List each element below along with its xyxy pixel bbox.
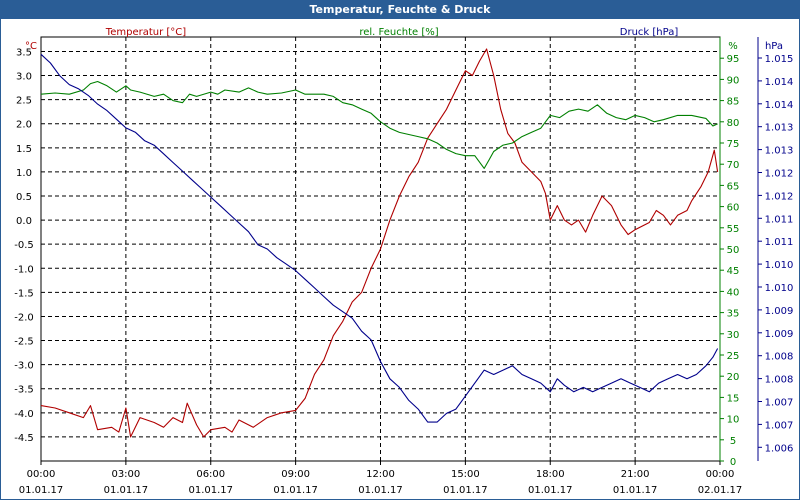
humidity-tick-label: 55 xyxy=(727,224,740,235)
x-tick-date: 01.01.17 xyxy=(19,485,64,496)
humidity-tick-label: 70 xyxy=(727,160,740,171)
humidity-axis-unit: % xyxy=(728,41,738,52)
pressure-tick-label: 1.013 xyxy=(765,123,794,134)
pressure-tick-label: 1.008 xyxy=(765,352,794,363)
temp-tick-label: -2.0 xyxy=(14,312,34,323)
pressure-tick-label: 1.012 xyxy=(765,191,794,202)
temp-tick-label: 2.0 xyxy=(16,120,32,131)
pressure-tick-label: 1.014 xyxy=(765,100,794,111)
temp-tick-label: 0.0 xyxy=(16,216,32,227)
x-tick-date: 01.01.17 xyxy=(104,485,149,496)
humidity-tick-label: 95 xyxy=(727,54,740,65)
pressure-line xyxy=(40,53,719,423)
temp-tick-label: -3.5 xyxy=(14,385,34,396)
humidity-tick-label: 50 xyxy=(727,245,740,256)
humidity-tick-label: 10 xyxy=(727,415,740,426)
x-tick-time: 00:00 xyxy=(27,469,56,480)
x-tick-time: 15:00 xyxy=(451,469,480,480)
x-tick-time: 09:00 xyxy=(281,469,310,480)
temperature-line xyxy=(40,48,719,438)
humidity-tick-label: 35 xyxy=(727,309,740,320)
temp-tick-label: -1.0 xyxy=(14,264,34,275)
x-tick-time: 00:00 xyxy=(706,469,735,480)
temp-tick-label: -0.5 xyxy=(14,240,34,251)
pressure-tick-label: 1.007 xyxy=(765,398,794,409)
humidity-tick-label: 25 xyxy=(727,351,740,362)
humidity-tick-label: 65 xyxy=(727,181,740,192)
temp-tick-label: 1.0 xyxy=(16,168,32,179)
temp-tick-label: 3.5 xyxy=(16,47,32,58)
temp-tick-label: -1.5 xyxy=(14,288,34,299)
temp-tick-label: 0.5 xyxy=(16,192,32,203)
humidity-tick-label: 85 xyxy=(727,97,740,108)
temp-tick-label: -2.5 xyxy=(14,337,34,348)
temp-tick-label: -3.0 xyxy=(14,361,34,372)
humidity-tick-label: 0 xyxy=(730,457,736,468)
pressure-tick-label: 1.012 xyxy=(765,169,794,180)
temp-axis-unit: °C xyxy=(25,41,37,52)
pressure-tick-label: 1.006 xyxy=(765,443,794,454)
humidity-tick-label: 45 xyxy=(727,266,740,277)
humidity-tick-label: 20 xyxy=(727,372,740,383)
x-tick-time: 18:00 xyxy=(536,469,565,480)
temp-tick-label: 3.0 xyxy=(16,72,32,83)
pressure-tick-label: 1.011 xyxy=(765,237,794,248)
temp-tick-label: 1.5 xyxy=(16,144,32,155)
humidity-tick-label: 15 xyxy=(727,393,740,404)
pressure-axis-unit: hPa xyxy=(765,41,783,52)
x-tick-date: 01.01.17 xyxy=(273,485,318,496)
temp-tick-label: -4.0 xyxy=(14,409,34,420)
x-tick-date: 01.01.17 xyxy=(528,485,573,496)
humidity-tick-label: 90 xyxy=(727,75,740,86)
x-tick-time: 03:00 xyxy=(111,469,140,480)
pressure-axis-title: Druck [hPa] xyxy=(620,27,679,38)
grid xyxy=(40,36,721,462)
x-tick-date: 01.01.17 xyxy=(613,485,658,496)
humidity-tick-label: 75 xyxy=(727,139,740,150)
humidity-tick-label: 40 xyxy=(727,287,740,298)
pressure-tick-label: 1.010 xyxy=(765,260,794,271)
pressure-tick-label: 1.009 xyxy=(765,329,794,340)
x-tick-date: 01.01.17 xyxy=(188,485,233,496)
series-layer xyxy=(40,48,719,438)
x-tick-date: 01.01.17 xyxy=(443,485,488,496)
x-tick-time: 06:00 xyxy=(196,469,225,480)
pressure-tick-label: 1.013 xyxy=(765,146,794,157)
pressure-tick-label: 1.011 xyxy=(765,214,794,225)
humidity-tick-label: 30 xyxy=(727,330,740,341)
temp-axis-title: Temperatur [°C] xyxy=(105,27,186,38)
x-tick-time: 21:00 xyxy=(621,469,650,480)
x-tick-date: 01.01.17 xyxy=(358,485,403,496)
pressure-tick-label: 1.009 xyxy=(765,306,794,317)
humidity-tick-label: 80 xyxy=(727,118,740,129)
temp-tick-label: 2.5 xyxy=(16,96,32,107)
humidity-tick-label: 60 xyxy=(727,203,740,214)
pressure-tick-label: 1.008 xyxy=(765,375,794,386)
humidity-tick-label: 5 xyxy=(730,436,736,447)
axes: 00:00 01.01.17 03:00 01.01.17 06:00 01.01.17 0… xyxy=(14,27,793,496)
pressure-tick-label: 1.014 xyxy=(765,77,794,88)
humidity-axis-title: rel. Feuchte [%] xyxy=(359,27,438,38)
pressure-tick-label: 1.015 xyxy=(765,54,794,65)
pressure-tick-label: 1.007 xyxy=(765,420,794,431)
temp-tick-label: -4.5 xyxy=(14,433,34,444)
chart-title: Temperatur, Feuchte & Druck xyxy=(1,1,799,19)
pressure-tick-label: 1.010 xyxy=(765,283,794,294)
humidity-line xyxy=(40,80,718,169)
x-tick-date: 02.01.17 xyxy=(698,485,743,496)
x-tick-time: 12:00 xyxy=(366,469,395,480)
